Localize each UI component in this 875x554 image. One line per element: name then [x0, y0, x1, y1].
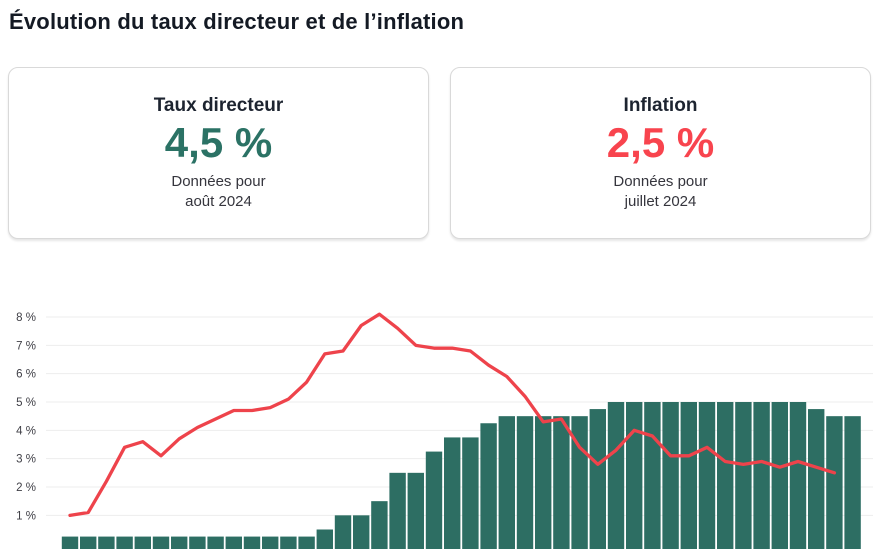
bar: [589, 409, 606, 550]
bar: [480, 423, 497, 550]
y-tick-label: 2 %: [16, 482, 36, 494]
bar: [225, 536, 242, 550]
bar: [717, 402, 734, 550]
page: Évolution du taux directeur et de l’infl…: [0, 9, 875, 550]
bar: [680, 402, 697, 550]
y-axis-labels: 1 % 2 % 3 % 4 % 5 % 6 % 7 % 8 %: [16, 312, 36, 522]
stat-card-label: Taux directeur: [153, 95, 284, 116]
stat-card-note: Données pour juillet 2024: [451, 172, 870, 211]
y-tick-label: 3 %: [16, 454, 36, 466]
stat-card-label: Inflation: [623, 95, 698, 116]
bar: [389, 472, 406, 550]
stat-card-note: Données pour août 2024: [9, 172, 428, 211]
note-line-2: août 2024: [185, 192, 252, 210]
stat-card-taux-directeur: Taux directeur 4,5 % Données pour août 2…: [8, 67, 429, 239]
bar: [662, 402, 679, 550]
bar: [753, 402, 770, 550]
bar: [171, 536, 188, 550]
page-title: Évolution du taux directeur et de l’infl…: [9, 9, 465, 34]
bar: [98, 536, 115, 550]
chart-canvas: 1 % 2 % 3 % 4 % 5 % 6 % 7 % 8 %: [16, 312, 873, 550]
bar: [207, 536, 224, 550]
bar: [826, 416, 843, 550]
bar: [425, 451, 443, 550]
bar: [316, 529, 333, 550]
bar: [298, 536, 315, 550]
bar: [553, 416, 570, 550]
note-line-1: Données pour: [171, 173, 266, 191]
stat-card-inflation: Inflation 2,5 % Données pour juillet 202…: [450, 67, 871, 239]
bar: [644, 402, 661, 550]
bar: [334, 515, 352, 550]
bar: [808, 409, 825, 550]
bar: [626, 402, 643, 550]
bar: [189, 536, 206, 550]
bar: [535, 416, 552, 550]
bar: [353, 515, 370, 550]
bar-series-taux-directeur: [61, 402, 861, 550]
bar: [698, 402, 716, 550]
stat-card-value: 4,5 %: [164, 119, 273, 166]
bar: [61, 536, 79, 550]
bar: [771, 402, 788, 550]
bar: [80, 536, 97, 550]
y-tick-label: 4 %: [16, 425, 36, 437]
bar: [844, 416, 861, 550]
bar: [498, 416, 515, 550]
note-line-2: juillet 2024: [624, 192, 697, 210]
bar: [134, 536, 151, 550]
y-tick-label: 8 %: [16, 312, 36, 324]
bar: [735, 402, 752, 550]
bar: [262, 536, 279, 550]
inflation-line: [68, 312, 837, 517]
bar: [407, 472, 424, 550]
bar: [444, 437, 461, 550]
bar: [607, 402, 625, 550]
bar: [116, 536, 133, 550]
bar: [152, 536, 170, 550]
bar: [462, 437, 479, 550]
y-tick-label: 7 %: [16, 340, 36, 352]
y-tick-label: 6 %: [16, 369, 36, 381]
rate-inflation-chart: 1 % 2 % 3 % 4 % 5 % 6 % 7 % 8 %: [0, 289, 875, 550]
bar: [243, 536, 261, 550]
bar: [789, 402, 807, 550]
bar: [371, 501, 388, 550]
y-tick-label: 5 %: [16, 397, 36, 409]
stat-cards: Taux directeur 4,5 % Données pour août 2…: [8, 67, 871, 239]
bar: [280, 536, 297, 550]
note-line-1: Données pour: [613, 173, 708, 191]
bar: [516, 416, 534, 550]
stat-card-value: 2,5 %: [606, 119, 715, 166]
y-tick-label: 1 %: [16, 510, 36, 522]
